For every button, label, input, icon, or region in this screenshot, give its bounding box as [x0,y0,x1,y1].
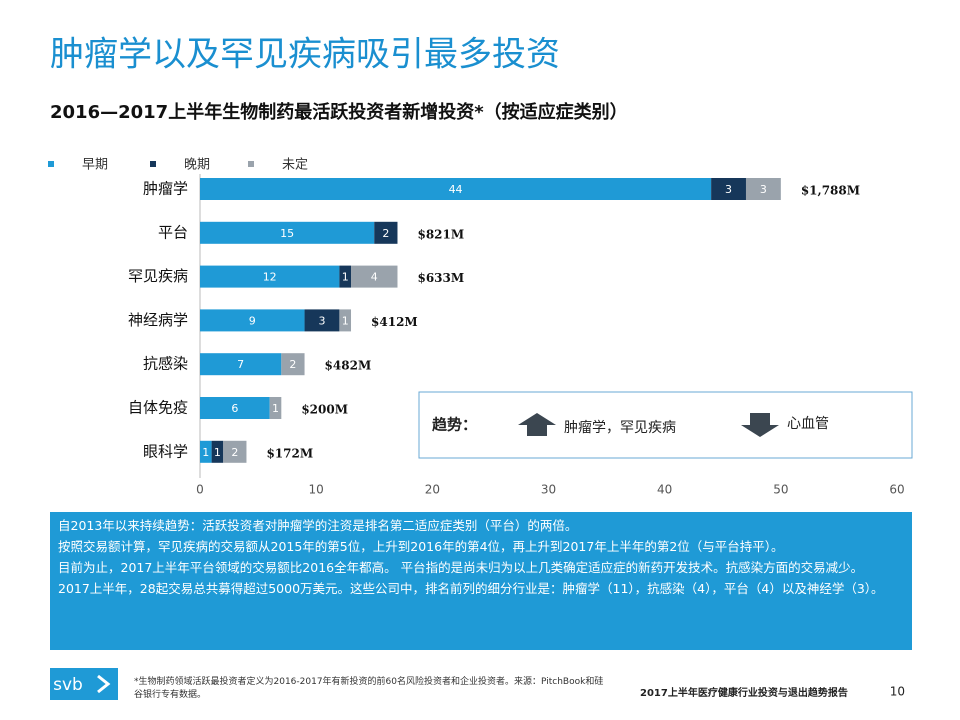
category-label: 平台 [158,223,188,241]
bar-segment [745,178,781,200]
category-label: 肿瘤学 [143,180,188,198]
page-number: 10 [890,685,905,699]
note: 自2013年以来持续趋势：活跃投资者对肿瘤学的注资是排名第二适应症类别（平台）的… [58,518,578,533]
trend-up: 肿瘤学，罕见疾病 [564,419,676,436]
category-label: 神经病学 [128,311,188,329]
legend-swatch [48,161,54,167]
up-arrow [518,413,556,436]
bar-segment [200,265,340,288]
bar-segment [223,440,247,463]
category-label: 自体免疫 [128,399,188,417]
bar-segment [200,309,305,332]
legend-label: 早期 [82,158,108,173]
trend-down: 心血管 [787,416,829,432]
bar-segment [711,178,746,200]
notes-box: 自2013年以来持续趋势：活跃投资者对肿瘤学的注资是排名第二适应症类别（平台）的… [50,512,912,650]
x-tick-label: 50 [773,483,788,497]
x-tick-label: 10 [309,483,324,497]
report-name: 2017上半年医疗健康行业投资与退出趋势报告 [640,686,848,699]
category-label: 罕见疾病 [128,267,188,285]
bar-segment [339,265,352,288]
bar-segment [211,440,224,463]
segment-label: 2 [231,446,238,459]
legend-swatch [248,161,254,167]
bar-segment [200,221,375,244]
segment-label: 4 [371,271,378,284]
x-tick-label: 30 [541,483,556,497]
segment-label: 3 [318,314,325,327]
segment-label: 2 [289,358,296,371]
down-arrow [741,413,779,437]
segment-label: 1 [272,402,279,415]
note: 按照交易额计算，罕见疾病的交易额从2015年的第5位，上升到2016年的第4位，… [58,539,784,554]
x-tick-label: 60 [889,483,904,497]
footnote: *生物制药领域活跃最投资者定义为2016-2017年有新投资的前60名风险投资者… [134,677,604,700]
bar-segment [374,221,398,244]
logo: svb [53,675,83,695]
x-tick-label: 0 [196,483,204,497]
trend-box [418,391,913,459]
segment-label: 15 [280,227,294,240]
amount-label: $172M [266,446,313,460]
heading: 肿瘤学以及罕见疾病吸引最多投资 [50,35,560,75]
segment-label: 6 [231,402,238,415]
segment-label: 1 [342,271,349,284]
segment-label: 3 [760,183,767,196]
segment-label: 7 [237,358,244,371]
segment-label: 3 [725,183,732,196]
note: 2017上半年，28起交易总共募得超过5000万美元。这些公司中，排名前列的细分… [58,581,884,596]
segment-label: 12 [263,271,277,284]
bar-segment [200,353,282,376]
amount-label: $633M [417,271,464,285]
bar-segment [304,309,340,332]
segment-label: 2 [382,227,389,240]
trend-label: 趋势： [432,416,477,434]
category-label: 抗感染 [143,355,188,373]
bar-segment [351,265,398,288]
legend-label: 晚期 [184,158,210,173]
amount-label: $821M [417,227,464,241]
segment-label: 9 [249,314,256,327]
amount-label: $1,788M [801,184,860,198]
x-tick-label: 20 [425,483,440,497]
bar-segment [269,397,282,419]
legend-label: 未定 [282,158,308,173]
amount-label: $200M [301,403,348,417]
bar-segment [339,309,352,332]
category-label: 眼科学 [143,442,188,460]
x-tick-label: 40 [657,483,672,497]
bar-segment [200,397,270,419]
segment-label: 1 [342,314,349,327]
logo-chevron [97,674,111,694]
note: 目前为止，2017上半年平台领域的交易额比2016全年都高。 平台指的是尚未归为… [58,560,864,575]
bar-segment [281,353,305,376]
amount-label: $482M [325,359,372,373]
segment-label: 1 [214,446,221,459]
segment-label: 44 [449,183,463,196]
legend-swatch [150,161,156,167]
amount-label: $412M [371,315,418,329]
bar-segment [200,178,712,200]
chart-title: 2016—2017上半年生物制药最活跃投资者新增投资*（按适应症类别） [50,101,628,123]
segment-label: 1 [202,446,209,459]
bar-segment [200,440,212,463]
